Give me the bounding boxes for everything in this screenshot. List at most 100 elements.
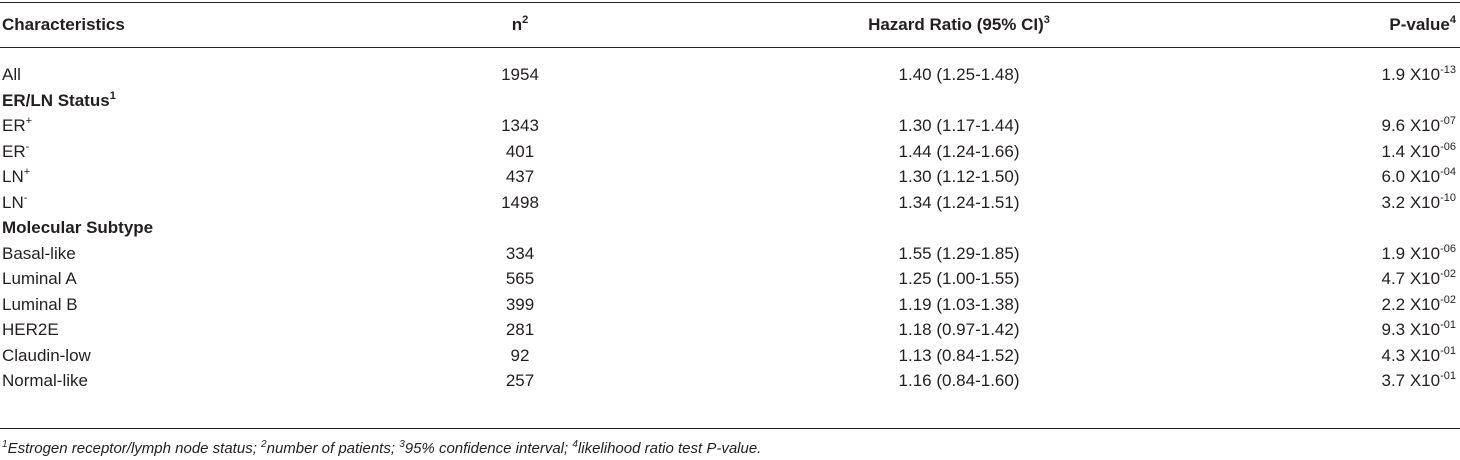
table-row: All 1954 1.40 (1.25-1.48) 1.9 X10-13 xyxy=(0,62,1460,88)
p-value-exponent: -02 xyxy=(1440,294,1456,306)
p-value-exponent: -10 xyxy=(1440,192,1456,204)
characteristic-cell: LN- xyxy=(2,190,27,216)
footnote-mark: 3 xyxy=(399,439,405,450)
characteristic-label: ER xyxy=(2,116,26,135)
n-cell: 1954 xyxy=(501,65,539,84)
characteristic-cell: LN+ xyxy=(2,164,30,190)
p-value-mantissa: 2.2 X10 xyxy=(1381,295,1441,314)
p-value-exponent: -04 xyxy=(1440,166,1456,178)
n-cell: 92 xyxy=(510,346,530,365)
p-value-exponent: -01 xyxy=(1440,370,1456,382)
characteristic-cell: Claudin-low xyxy=(2,343,91,369)
footnote-text: 95% confidence interval; xyxy=(404,440,573,457)
section-heading-label: Molecular Subtype xyxy=(2,218,154,237)
characteristic-superscript: + xyxy=(23,166,31,178)
p-value-mantissa: 1.9 X10 xyxy=(1381,65,1441,84)
table-row: ER- 401 1.44 (1.24-1.66) 1.4 X10-06 xyxy=(0,139,1460,165)
p-value-mantissa: 3.7 X10 xyxy=(1381,371,1441,390)
p-value-cell: 9.6 X10-07 xyxy=(1381,113,1456,139)
hazard-ratio-cell: 1.40 (1.25-1.48) xyxy=(898,65,1020,84)
p-value-mantissa: 1.9 X10 xyxy=(1381,244,1441,263)
p-value-mantissa: 4.3 X10 xyxy=(1381,346,1441,365)
characteristic-label: All xyxy=(2,65,21,84)
hazard-ratio-cell: 1.30 (1.12-1.50) xyxy=(898,167,1020,186)
hazard-ratio-cell: 1.18 (0.97-1.42) xyxy=(898,320,1020,339)
characteristic-label: Luminal A xyxy=(2,269,77,288)
p-value-mantissa: 1.4 X10 xyxy=(1381,142,1441,161)
p-value-mantissa: 6.0 X10 xyxy=(1381,167,1441,186)
table-row: HER2E 281 1.18 (0.97-1.42) 9.3 X10-01 xyxy=(0,317,1460,343)
p-value-cell: 1.4 X10-06 xyxy=(1381,139,1456,165)
characteristic-cell: HER2E xyxy=(2,317,59,343)
header-n-label: n xyxy=(511,15,523,34)
n-cell: 565 xyxy=(505,269,535,288)
characteristic-cell: All xyxy=(2,62,21,88)
section-heading: Molecular Subtype xyxy=(2,215,153,241)
table-row: Basal-like 334 1.55 (1.29-1.85) 1.9 X10-06 xyxy=(0,241,1460,267)
characteristic-label: Basal-like xyxy=(2,244,76,263)
section-heading-label: ER/LN Status xyxy=(2,91,110,110)
characteristic-cell: Normal-like xyxy=(2,368,88,394)
table-header-row: Characteristics n2 Hazard Ratio (95% CI)… xyxy=(0,12,1460,38)
characteristic-label: Claudin-low xyxy=(2,346,91,365)
section-footnote-mark: 1 xyxy=(109,90,116,102)
p-value-exponent: -07 xyxy=(1440,115,1456,127)
characteristic-superscript: - xyxy=(25,141,30,153)
characteristic-label: LN xyxy=(2,193,24,212)
header-n-footnote-mark: 2 xyxy=(522,14,529,26)
p-value-mantissa: 3.2 X10 xyxy=(1381,193,1441,212)
header-p-value-footnote-mark: 4 xyxy=(1449,14,1456,26)
table-footnote: 1Estrogen receptor/lymph node status; 2n… xyxy=(2,439,762,458)
characteristic-superscript: + xyxy=(25,115,33,127)
table-top-rule xyxy=(0,2,1460,3)
table-row: LN- 1498 1.34 (1.24-1.51) 3.2 X10-10 xyxy=(0,190,1460,216)
p-value-cell: 3.2 X10-10 xyxy=(1381,190,1456,216)
p-value-exponent: -01 xyxy=(1440,345,1456,357)
table-row: Claudin-low 92 1.13 (0.84-1.52) 4.3 X10-01 xyxy=(0,343,1460,369)
p-value-cell: 3.7 X10-01 xyxy=(1381,368,1456,394)
header-n: n2 xyxy=(450,12,590,38)
header-p-value-label: P-value xyxy=(1389,15,1450,34)
hazard-ratio-cell: 1.13 (0.84-1.52) xyxy=(898,346,1020,365)
hazard-ratio-cell: 1.16 (0.84-1.60) xyxy=(898,371,1020,390)
p-value-cell: 4.3 X10-01 xyxy=(1381,343,1456,369)
characteristic-cell: Luminal B xyxy=(2,292,78,318)
p-value-exponent: -13 xyxy=(1440,64,1456,76)
footnote-mark: 4 xyxy=(572,439,578,450)
table-row: Luminal A 565 1.25 (1.00-1.55) 4.7 X10-02 xyxy=(0,266,1460,292)
footnote-text: likelihood ratio test P-value. xyxy=(577,440,762,457)
section-row: Molecular Subtype xyxy=(0,215,1460,241)
characteristic-label: Luminal B xyxy=(2,295,78,314)
n-cell: 281 xyxy=(505,320,535,339)
p-value-exponent: -06 xyxy=(1440,141,1456,153)
hazard-ratio-cell: 1.30 (1.17-1.44) xyxy=(898,116,1020,135)
characteristic-label: ER xyxy=(2,142,26,161)
hazard-ratio-cell: 1.55 (1.29-1.85) xyxy=(898,244,1020,263)
footnote-mark: 1 xyxy=(2,439,8,450)
footnote-text: Estrogen receptor/lymph node status; xyxy=(7,440,262,457)
n-cell: 399 xyxy=(505,295,535,314)
characteristic-cell: ER- xyxy=(2,139,29,165)
section-heading: ER/LN Status1 xyxy=(2,88,116,114)
table-row: ER+ 1343 1.30 (1.17-1.44) 9.6 X10-07 xyxy=(0,113,1460,139)
p-value-cell: 1.9 X10-13 xyxy=(1381,62,1456,88)
n-cell: 257 xyxy=(505,371,535,390)
p-value-cell: 4.7 X10-02 xyxy=(1381,266,1456,292)
characteristic-superscript: - xyxy=(23,192,28,204)
n-cell: 1343 xyxy=(501,116,539,135)
p-value-mantissa: 4.7 X10 xyxy=(1381,269,1441,288)
header-hazard-ratio: Hazard Ratio (95% CI)3 xyxy=(824,12,1094,38)
table-row: Luminal B 399 1.19 (1.03-1.38) 2.2 X10-02 xyxy=(0,292,1460,318)
n-cell: 401 xyxy=(505,142,535,161)
header-characteristics: Characteristics xyxy=(2,15,125,34)
hazard-ratio-cell: 1.34 (1.24-1.51) xyxy=(898,193,1020,212)
p-value-exponent: -01 xyxy=(1440,319,1456,331)
hazard-ratio-cell: 1.44 (1.24-1.66) xyxy=(898,142,1020,161)
characteristic-cell: ER+ xyxy=(2,113,32,139)
hazard-ratio-cell: 1.25 (1.00-1.55) xyxy=(898,269,1020,288)
header-hazard-ratio-footnote-mark: 3 xyxy=(1043,14,1050,26)
table-bottom-rule xyxy=(0,428,1460,429)
p-value-cell: 1.9 X10-06 xyxy=(1381,241,1456,267)
p-value-cell: 2.2 X10-02 xyxy=(1381,292,1456,318)
